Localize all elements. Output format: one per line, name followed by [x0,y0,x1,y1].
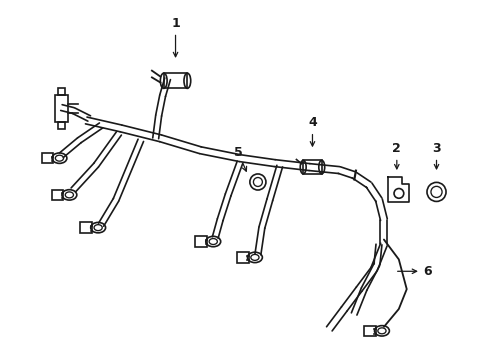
Bar [58,122,65,129]
Text: 1: 1 [171,17,180,57]
Text: 5: 5 [234,146,246,171]
Bar [196,236,207,247]
Bar [303,160,322,174]
Bar [80,222,92,233]
Bar [42,153,53,163]
Bar [164,73,187,88]
Text: 3: 3 [432,142,441,169]
Bar [51,190,63,200]
Text: 6: 6 [397,265,432,278]
Bar [55,95,68,122]
Text: 4: 4 [308,116,317,146]
Text: 2: 2 [392,142,401,169]
Bar [364,325,376,336]
Bar [237,252,249,262]
Bar [58,88,65,95]
